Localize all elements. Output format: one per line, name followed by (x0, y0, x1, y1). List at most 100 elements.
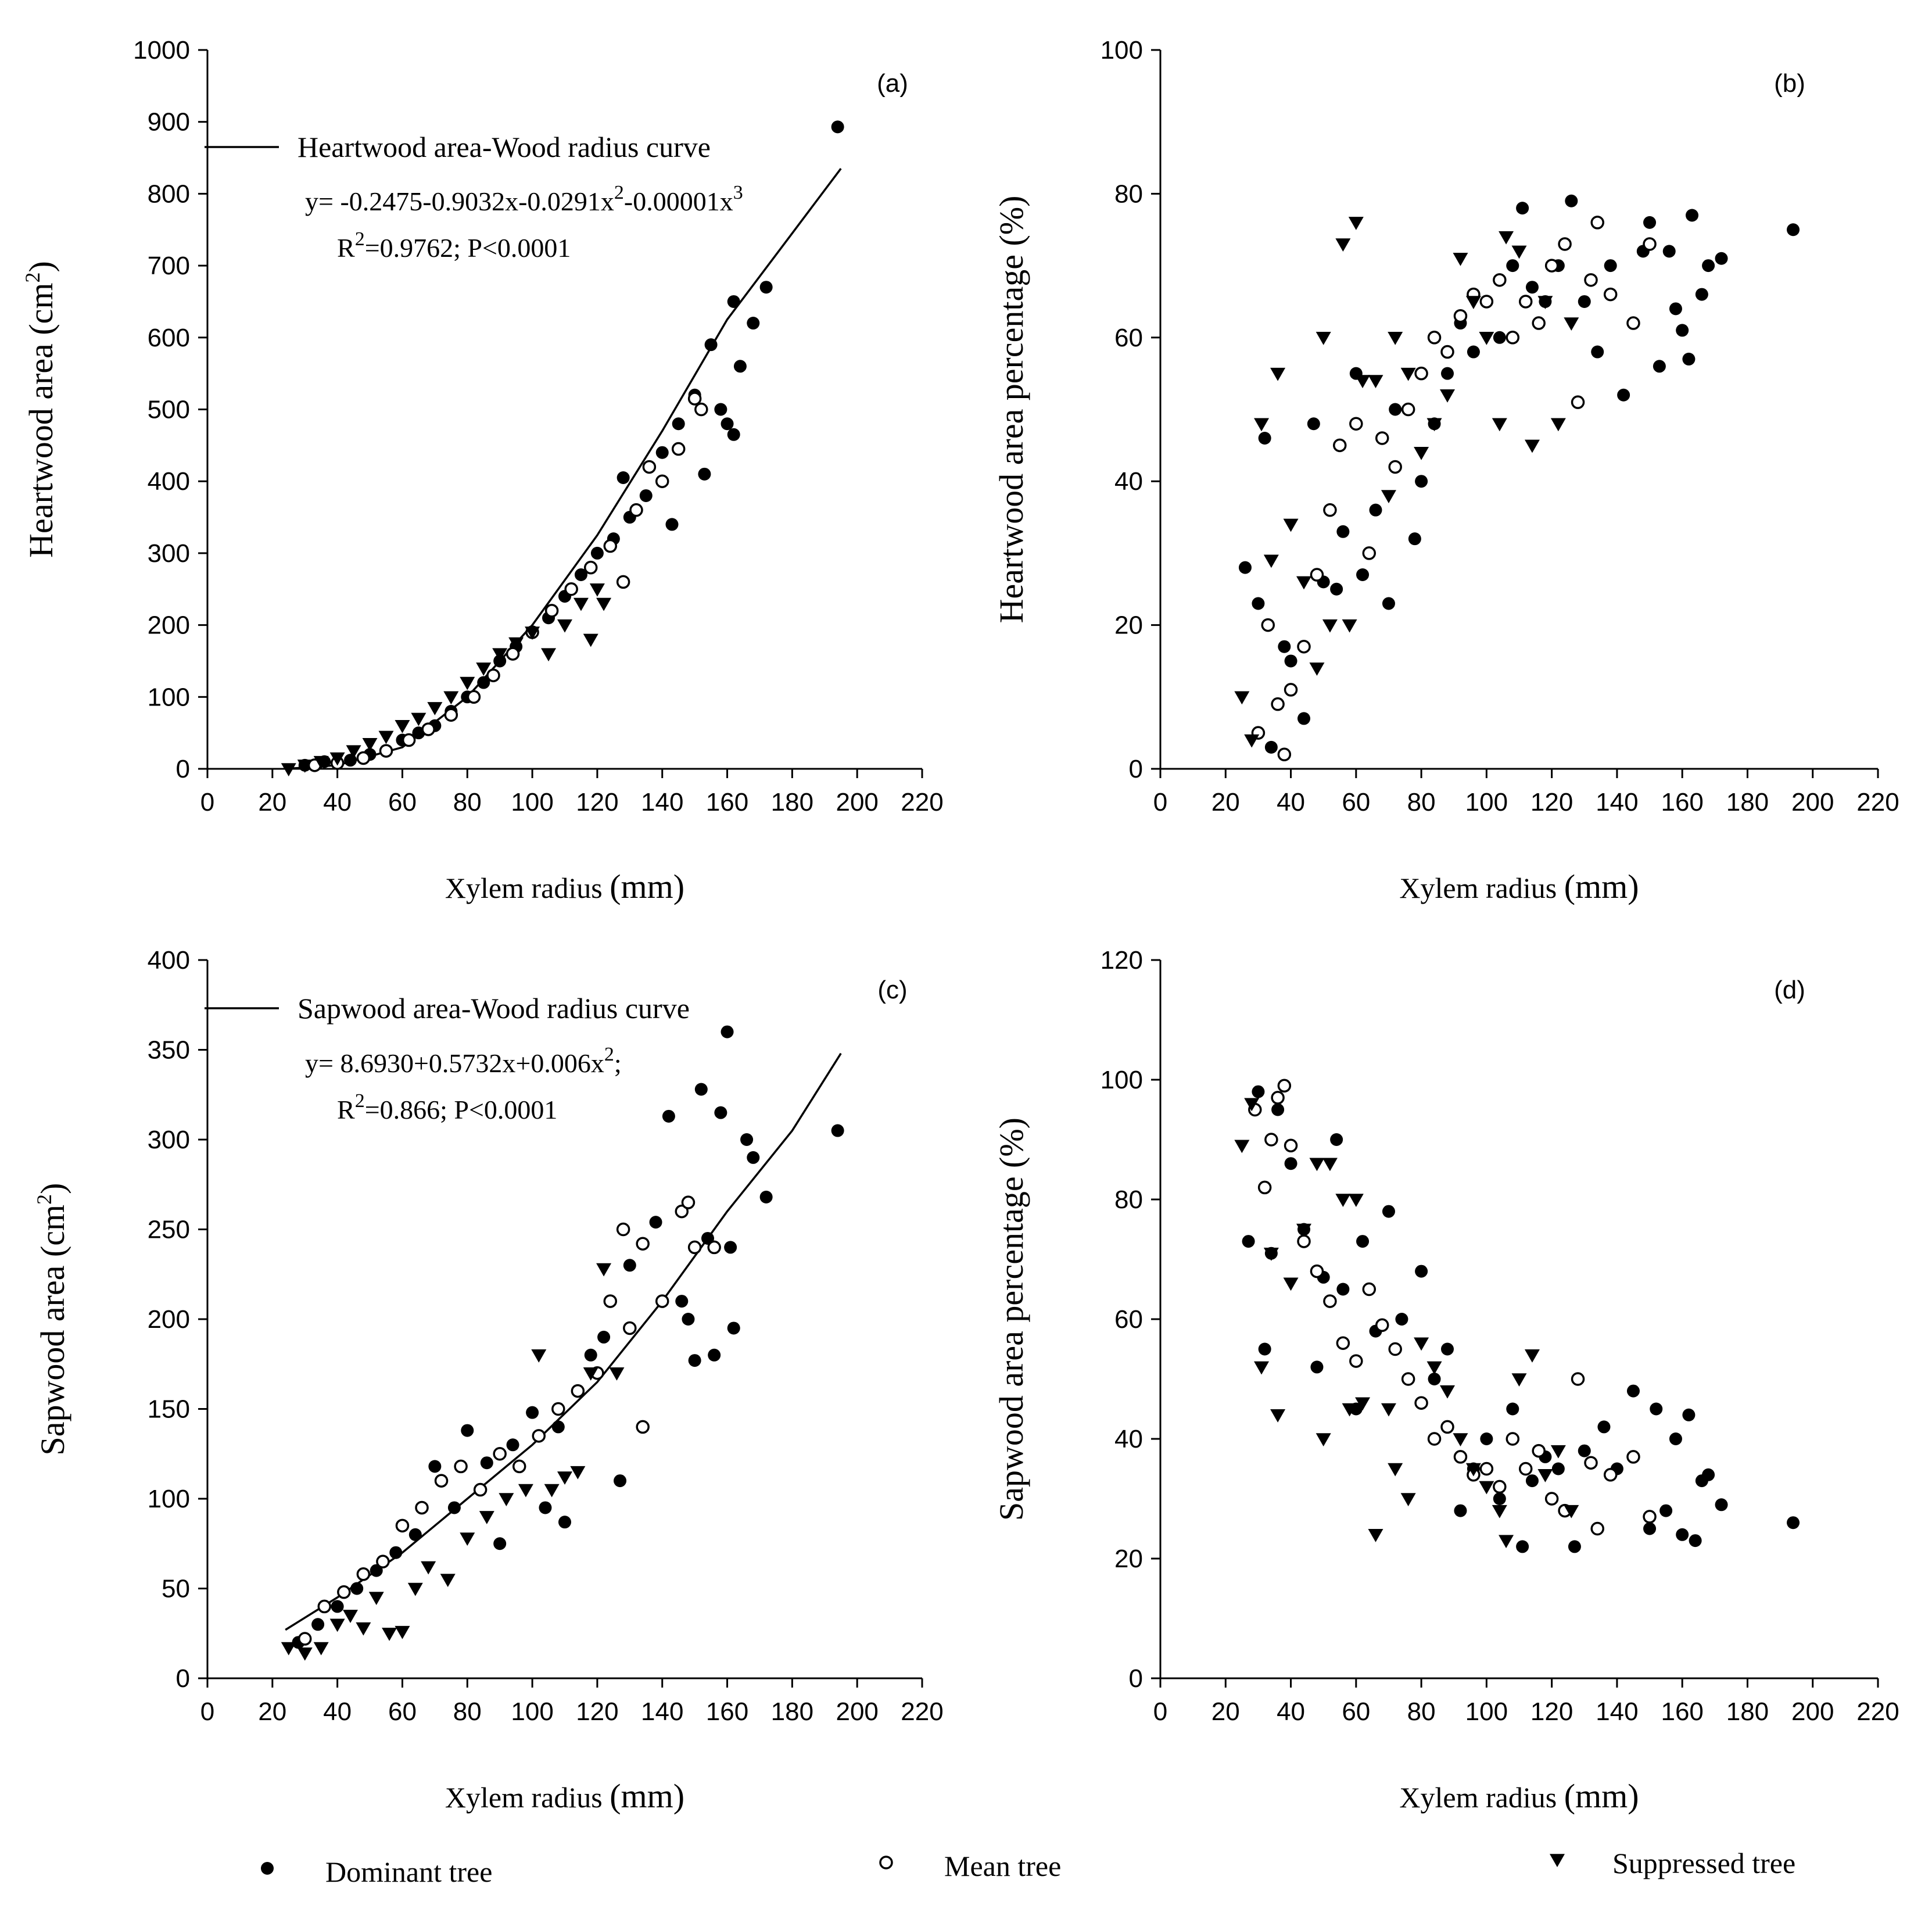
data-point (1787, 1516, 1800, 1530)
data-point (727, 428, 740, 441)
x-tick-label: 120 (1530, 788, 1573, 816)
x-tick-label: 220 (1856, 1697, 1899, 1726)
data-point (1465, 296, 1481, 309)
x-tick-label: 40 (323, 1697, 352, 1726)
data-point (1537, 296, 1553, 309)
data-point (1234, 1140, 1250, 1154)
data-point (479, 1511, 494, 1524)
data-point (428, 1460, 442, 1473)
data-point (639, 489, 653, 502)
data-point (1348, 1194, 1364, 1207)
data-point (1550, 418, 1566, 432)
data-point (655, 446, 669, 459)
data-point (1284, 1157, 1297, 1170)
data-point (1271, 697, 1285, 711)
data-point (473, 1482, 488, 1497)
data-point (376, 1555, 390, 1568)
x-tick-label: 40 (323, 788, 352, 816)
data-point (1348, 217, 1364, 230)
data-point (1676, 324, 1689, 337)
data-point (1368, 1529, 1383, 1542)
x-tick-label: 20 (1211, 1697, 1240, 1726)
data-point (573, 597, 589, 611)
data-point (1564, 1505, 1579, 1518)
data-point (1254, 418, 1270, 432)
data-point (1355, 1397, 1371, 1411)
y-tick-label: 120 (1101, 946, 1143, 975)
data-point (672, 417, 685, 431)
panel-label: (a) (877, 69, 908, 98)
data-point (389, 1546, 403, 1559)
data-point (1441, 367, 1454, 380)
data-point (1264, 740, 1278, 754)
data-point (1244, 1098, 1260, 1112)
y-axis-title: Heartwood area percentage (%) (992, 196, 1030, 624)
x-tick-label: 160 (706, 1697, 748, 1726)
data-point (1650, 1402, 1663, 1416)
data-point (1524, 1349, 1540, 1363)
x-tick-label: 60 (388, 788, 417, 816)
data-point (467, 690, 481, 704)
y-tick-label: 800 (148, 180, 190, 208)
y-axis-title: Sapwood area percentage (%) (992, 1118, 1030, 1521)
x-tick-label: 100 (511, 788, 553, 816)
chart-panel-c: 0 50 100 150 200 250 300 350 400 0 20 40 60 80 100 120 1… (33, 946, 944, 1815)
data-point (557, 619, 572, 633)
data-point (1381, 490, 1396, 503)
data-point (1323, 1294, 1337, 1308)
data-point (486, 668, 500, 682)
data-point (714, 403, 727, 416)
x-axis-title: Xylem radius (mm) (1399, 1777, 1639, 1815)
data-point (1643, 1522, 1657, 1535)
data-point (1591, 345, 1604, 359)
data-point (1284, 654, 1297, 668)
data-point (1408, 532, 1421, 546)
data-point (1493, 1492, 1506, 1505)
data-point (1669, 302, 1682, 316)
data-point (493, 1537, 507, 1550)
y-axis-title: Sapwood area (cm2) (33, 1183, 71, 1456)
data-point (589, 583, 605, 597)
data-point (1342, 619, 1357, 633)
data-point (461, 1424, 474, 1437)
x-axis-title: Xylem radius (mm) (445, 1777, 684, 1815)
data-point (343, 1610, 358, 1623)
data-point (379, 744, 393, 758)
series-dominant-tree (1238, 194, 1800, 754)
data-point (1544, 259, 1559, 273)
data-point (698, 467, 711, 481)
x-tick-label: 0 (1153, 1697, 1167, 1726)
y-tick-label: 600 (148, 324, 190, 352)
data-point (1382, 1205, 1395, 1218)
x-tick-label: 80 (1407, 1697, 1436, 1726)
data-point (1506, 1402, 1519, 1416)
x-tick-label: 120 (576, 788, 618, 816)
data-point (1568, 1540, 1581, 1553)
data-point (1310, 568, 1324, 582)
x-tick-label: 80 (1407, 788, 1436, 816)
data-point (1626, 316, 1640, 330)
data-point (329, 752, 345, 766)
x-tick-label: 20 (1211, 788, 1240, 816)
data-point (329, 1618, 345, 1632)
data-point (583, 1367, 598, 1381)
data-point (395, 1625, 410, 1639)
data-point (831, 1124, 844, 1137)
data-point (740, 1133, 754, 1146)
data-point (415, 1500, 429, 1515)
fit-equation: y= 8.6930+0.5732x+0.006x2; (305, 1044, 622, 1078)
data-point (1297, 639, 1311, 654)
data-point (1316, 332, 1331, 345)
x-tick-label: 140 (1596, 1697, 1638, 1726)
data-point (1415, 1265, 1428, 1278)
data-point (655, 1294, 669, 1308)
data-point (1467, 345, 1480, 359)
data-point (1695, 288, 1708, 301)
data-point (596, 1263, 612, 1277)
x-tick-label: 40 (1277, 1697, 1305, 1726)
series-mean-tree (1251, 216, 1657, 762)
data-point (597, 1330, 611, 1344)
data-point (1465, 1463, 1481, 1477)
y-tick-label: 200 (148, 611, 190, 640)
data-point (694, 1083, 708, 1096)
